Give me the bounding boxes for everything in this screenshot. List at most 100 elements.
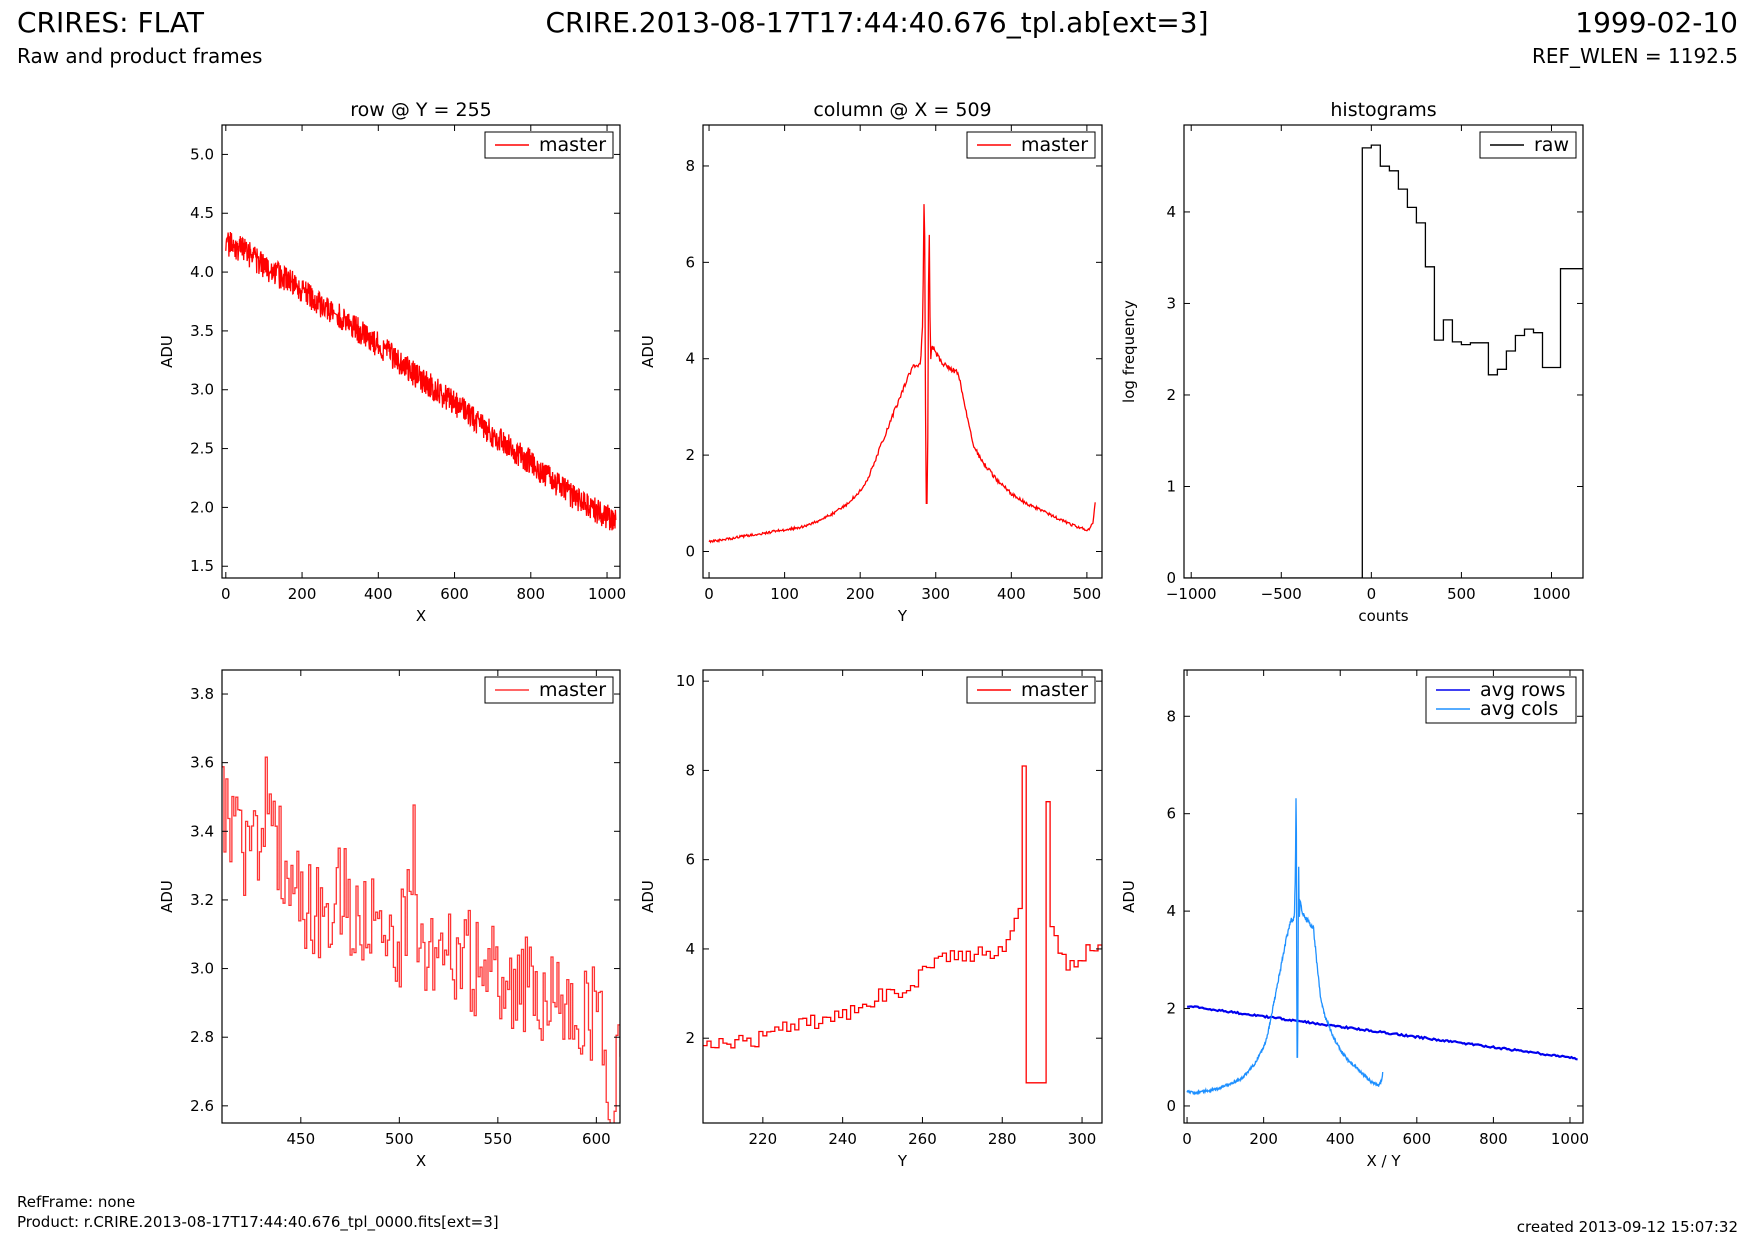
y-tick-label: 0	[1166, 569, 1176, 587]
x-tick-label: 400	[1326, 1130, 1355, 1148]
series-line-master	[222, 756, 620, 1123]
y-tick-label: 4.0	[190, 263, 214, 281]
y-axis-label: ADU	[158, 335, 176, 368]
chart-title: row @ Y = 255	[350, 99, 492, 121]
x-tick-label: −1000	[1166, 585, 1217, 603]
y-tick-label: 3.2	[190, 891, 214, 909]
chart-panel: 0 200 400 600 800 1000 0 2 4 6 8 X / Y ADU avg rowsav…	[1120, 669, 1589, 1170]
y-tick-label: 3.0	[190, 960, 214, 978]
legend-box	[1425, 676, 1577, 724]
y-tick-label: 6	[1166, 805, 1176, 823]
y-tick-label: 2	[685, 1029, 695, 1047]
y-axis-label: ADU	[1120, 880, 1138, 913]
y-tick-label: 6	[685, 851, 695, 869]
y-tick-label: 2	[1166, 386, 1176, 404]
legend-box	[484, 676, 614, 704]
series-line-master	[703, 765, 1102, 1084]
y-tick-label: 4	[1166, 902, 1176, 920]
x-tick-label: 200	[1249, 1130, 1278, 1148]
y-tick-label: 3.6	[190, 754, 214, 772]
x-axis-label: counts	[1358, 607, 1408, 625]
x-tick-label: 800	[516, 585, 545, 603]
chart-panel: 0 200 400 600 800 1000 1.5 2.0 2.5 3.0 3.5 4.0 4.5 5.…	[158, 99, 626, 625]
ref-frame-note: RefFrame: none	[17, 1193, 136, 1211]
product-note: Product: r.CRIRE.2013-08-17T17:44:40.676…	[17, 1213, 499, 1231]
legend-label: raw	[1534, 134, 1569, 156]
x-axis-label: X	[416, 607, 426, 625]
x-axis-label: X / Y	[1366, 1152, 1401, 1170]
y-tick-label: 5.0	[190, 145, 214, 163]
y-tick-label: 2.8	[190, 1028, 214, 1046]
legend-label: master	[1021, 679, 1088, 701]
y-tick-label: 8	[685, 761, 695, 779]
y-tick-label: 4.5	[190, 204, 214, 222]
legend-label: master	[1021, 134, 1088, 156]
y-tick-label: 0	[1166, 1097, 1176, 1115]
x-tick-label: 0	[221, 585, 231, 603]
chart-title: column @ X = 509	[813, 99, 991, 121]
legend-label: master	[539, 679, 606, 701]
legend-label: master	[539, 134, 606, 156]
chart-panel: 0 100 200 300 400 500 0 2 4 6 8 column @ X = 509 Y AD…	[639, 99, 1103, 625]
y-tick-label: 4	[685, 940, 695, 958]
file-title: CRIRE.2013-08-17T17:44:40.676_tpl.ab[ext…	[545, 6, 1209, 39]
series-line-master	[708, 204, 1096, 544]
x-tick-label: 500	[385, 1130, 414, 1148]
y-tick-label: 4	[1166, 203, 1176, 221]
x-tick-label: 500	[1073, 585, 1102, 603]
x-tick-label: 400	[997, 585, 1026, 603]
x-tick-label: 100	[770, 585, 799, 603]
y-axis-label: log frequency	[1120, 300, 1138, 403]
y-tick-label: 2	[685, 446, 695, 464]
x-tick-label: 600	[1402, 1130, 1431, 1148]
x-tick-label: 220	[749, 1130, 778, 1148]
x-tick-label: 240	[828, 1130, 857, 1148]
y-tick-label: 1.5	[190, 557, 214, 575]
chart-panel: 220 240 260 280 300 2 4 6 8 10 Y ADU master	[639, 669, 1103, 1170]
plot-frame	[702, 669, 1103, 1124]
y-tick-label: 10	[676, 672, 695, 690]
x-tick-label: 600	[440, 585, 469, 603]
y-tick-label: 3	[1166, 294, 1176, 312]
x-tick-label: 400	[364, 585, 393, 603]
y-axis-label: ADU	[639, 335, 657, 368]
date-label: 1999-02-10	[1575, 6, 1738, 39]
x-tick-label: 0	[1182, 1130, 1192, 1148]
x-tick-label: 1000	[1551, 1130, 1589, 1148]
y-tick-label: 3.4	[190, 822, 214, 840]
x-tick-label: 200	[288, 585, 317, 603]
x-tick-label: 0	[704, 585, 714, 603]
series-line-raw	[1184, 144, 1583, 578]
y-tick-label: 4	[685, 350, 695, 368]
series-line-master	[225, 231, 617, 531]
x-tick-label: 800	[1479, 1130, 1508, 1148]
plot-frame	[1183, 669, 1584, 1124]
ref-wlen-label: REF_WLEN = 1192.5	[1531, 44, 1738, 68]
x-tick-label: 450	[286, 1130, 315, 1148]
y-axis-label: ADU	[158, 880, 176, 913]
x-tick-label: 500	[1447, 585, 1476, 603]
x-axis-label: Y	[897, 1152, 908, 1170]
plot-frame	[221, 124, 621, 579]
x-tick-label: 1000	[1532, 585, 1570, 603]
figure-subtitle: Raw and product frames	[17, 44, 263, 68]
y-tick-label: 2.6	[190, 1097, 214, 1115]
plot-frame	[1183, 124, 1584, 579]
x-axis-label: Y	[897, 607, 908, 625]
y-tick-label: 8	[1166, 707, 1176, 725]
x-tick-label: 300	[921, 585, 950, 603]
x-tick-label: −500	[1261, 585, 1302, 603]
x-tick-label: 550	[484, 1130, 513, 1148]
y-tick-label: 6	[685, 253, 695, 271]
y-tick-label: 3.0	[190, 381, 214, 399]
x-axis-label: X	[416, 1152, 426, 1170]
chart-title: histograms	[1330, 99, 1436, 121]
chart-panel: 450 500 550 600 2.6 2.8 3.0 3.2 3.4 3.6 3.8 X ADU mas…	[158, 669, 621, 1170]
plot-frame	[221, 669, 621, 1124]
x-tick-label: 0	[1367, 585, 1377, 603]
y-tick-label: 0	[685, 542, 695, 560]
y-tick-label: 3.8	[190, 685, 214, 703]
y-tick-label: 2.0	[190, 498, 214, 516]
y-axis-label: ADU	[639, 880, 657, 913]
